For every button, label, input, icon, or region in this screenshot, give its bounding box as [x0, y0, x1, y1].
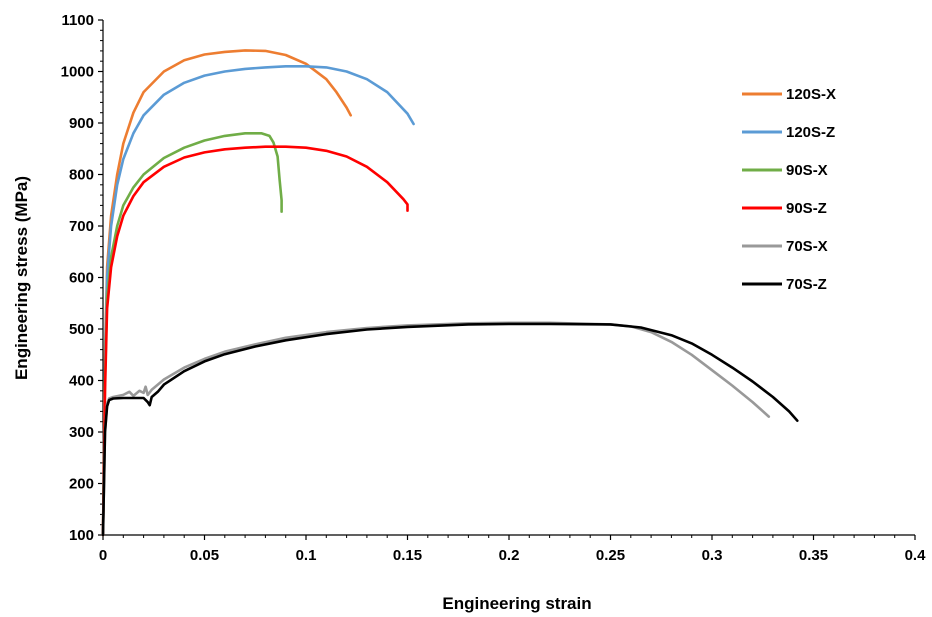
x-tick-label: 0.4 — [905, 547, 927, 564]
legend-label: 120S-X — [786, 86, 836, 103]
y-tick-label: 200 — [69, 476, 94, 493]
x-tick-label: 0.1 — [296, 547, 317, 564]
x-tick-label: 0 — [99, 547, 107, 564]
legend-label: 120S-Z — [786, 124, 835, 141]
y-tick-label: 100 — [69, 527, 94, 544]
y-tick-label: 500 — [69, 321, 94, 338]
y-tick-label: 1000 — [61, 64, 94, 81]
y-tick-label: 400 — [69, 373, 94, 390]
x-tick-label: 0.35 — [799, 547, 828, 564]
x-tick-label: 0.2 — [499, 547, 520, 564]
y-tick-label: 700 — [69, 218, 94, 235]
x-tick-label: 0.3 — [702, 547, 723, 564]
x-tick-label: 0.25 — [596, 547, 625, 564]
legend-label: 90S-Z — [786, 200, 827, 217]
legend-label: 70S-Z — [786, 276, 827, 293]
legend-label: 90S-X — [786, 162, 828, 179]
y-tick-label: 600 — [69, 270, 94, 287]
series-line-120s-x — [101, 49, 352, 537]
legend-label: 70S-X — [786, 238, 828, 255]
x-axis-title: Engineering strain — [442, 594, 591, 613]
series-line-90s-x — [101, 132, 283, 537]
series-lines — [101, 49, 799, 537]
y-axis-title: Engineering stress (MPa) — [12, 176, 31, 380]
y-tick-label: 800 — [69, 167, 94, 184]
y-tick-label: 900 — [69, 115, 94, 132]
y-tick-label: 300 — [69, 424, 94, 441]
series-line-90s-z — [101, 145, 409, 537]
legend: 120S-X 120S-Z 90S-X 90S-Z 70S-X 70S-Z — [742, 86, 836, 293]
x-tick-label: 0.15 — [393, 547, 422, 564]
y-tick-label: 1100 — [61, 12, 94, 29]
x-tick-label: 0.05 — [190, 547, 219, 564]
tick-marks — [98, 19, 916, 540]
series-line-70s-x — [101, 321, 771, 537]
series-line-120s-z — [101, 65, 415, 537]
series-line-70s-z — [101, 322, 799, 537]
tick-labels: 100 200 300 400 500 600 700 800 900 1000 1100 0 0.05… — [61, 12, 926, 564]
